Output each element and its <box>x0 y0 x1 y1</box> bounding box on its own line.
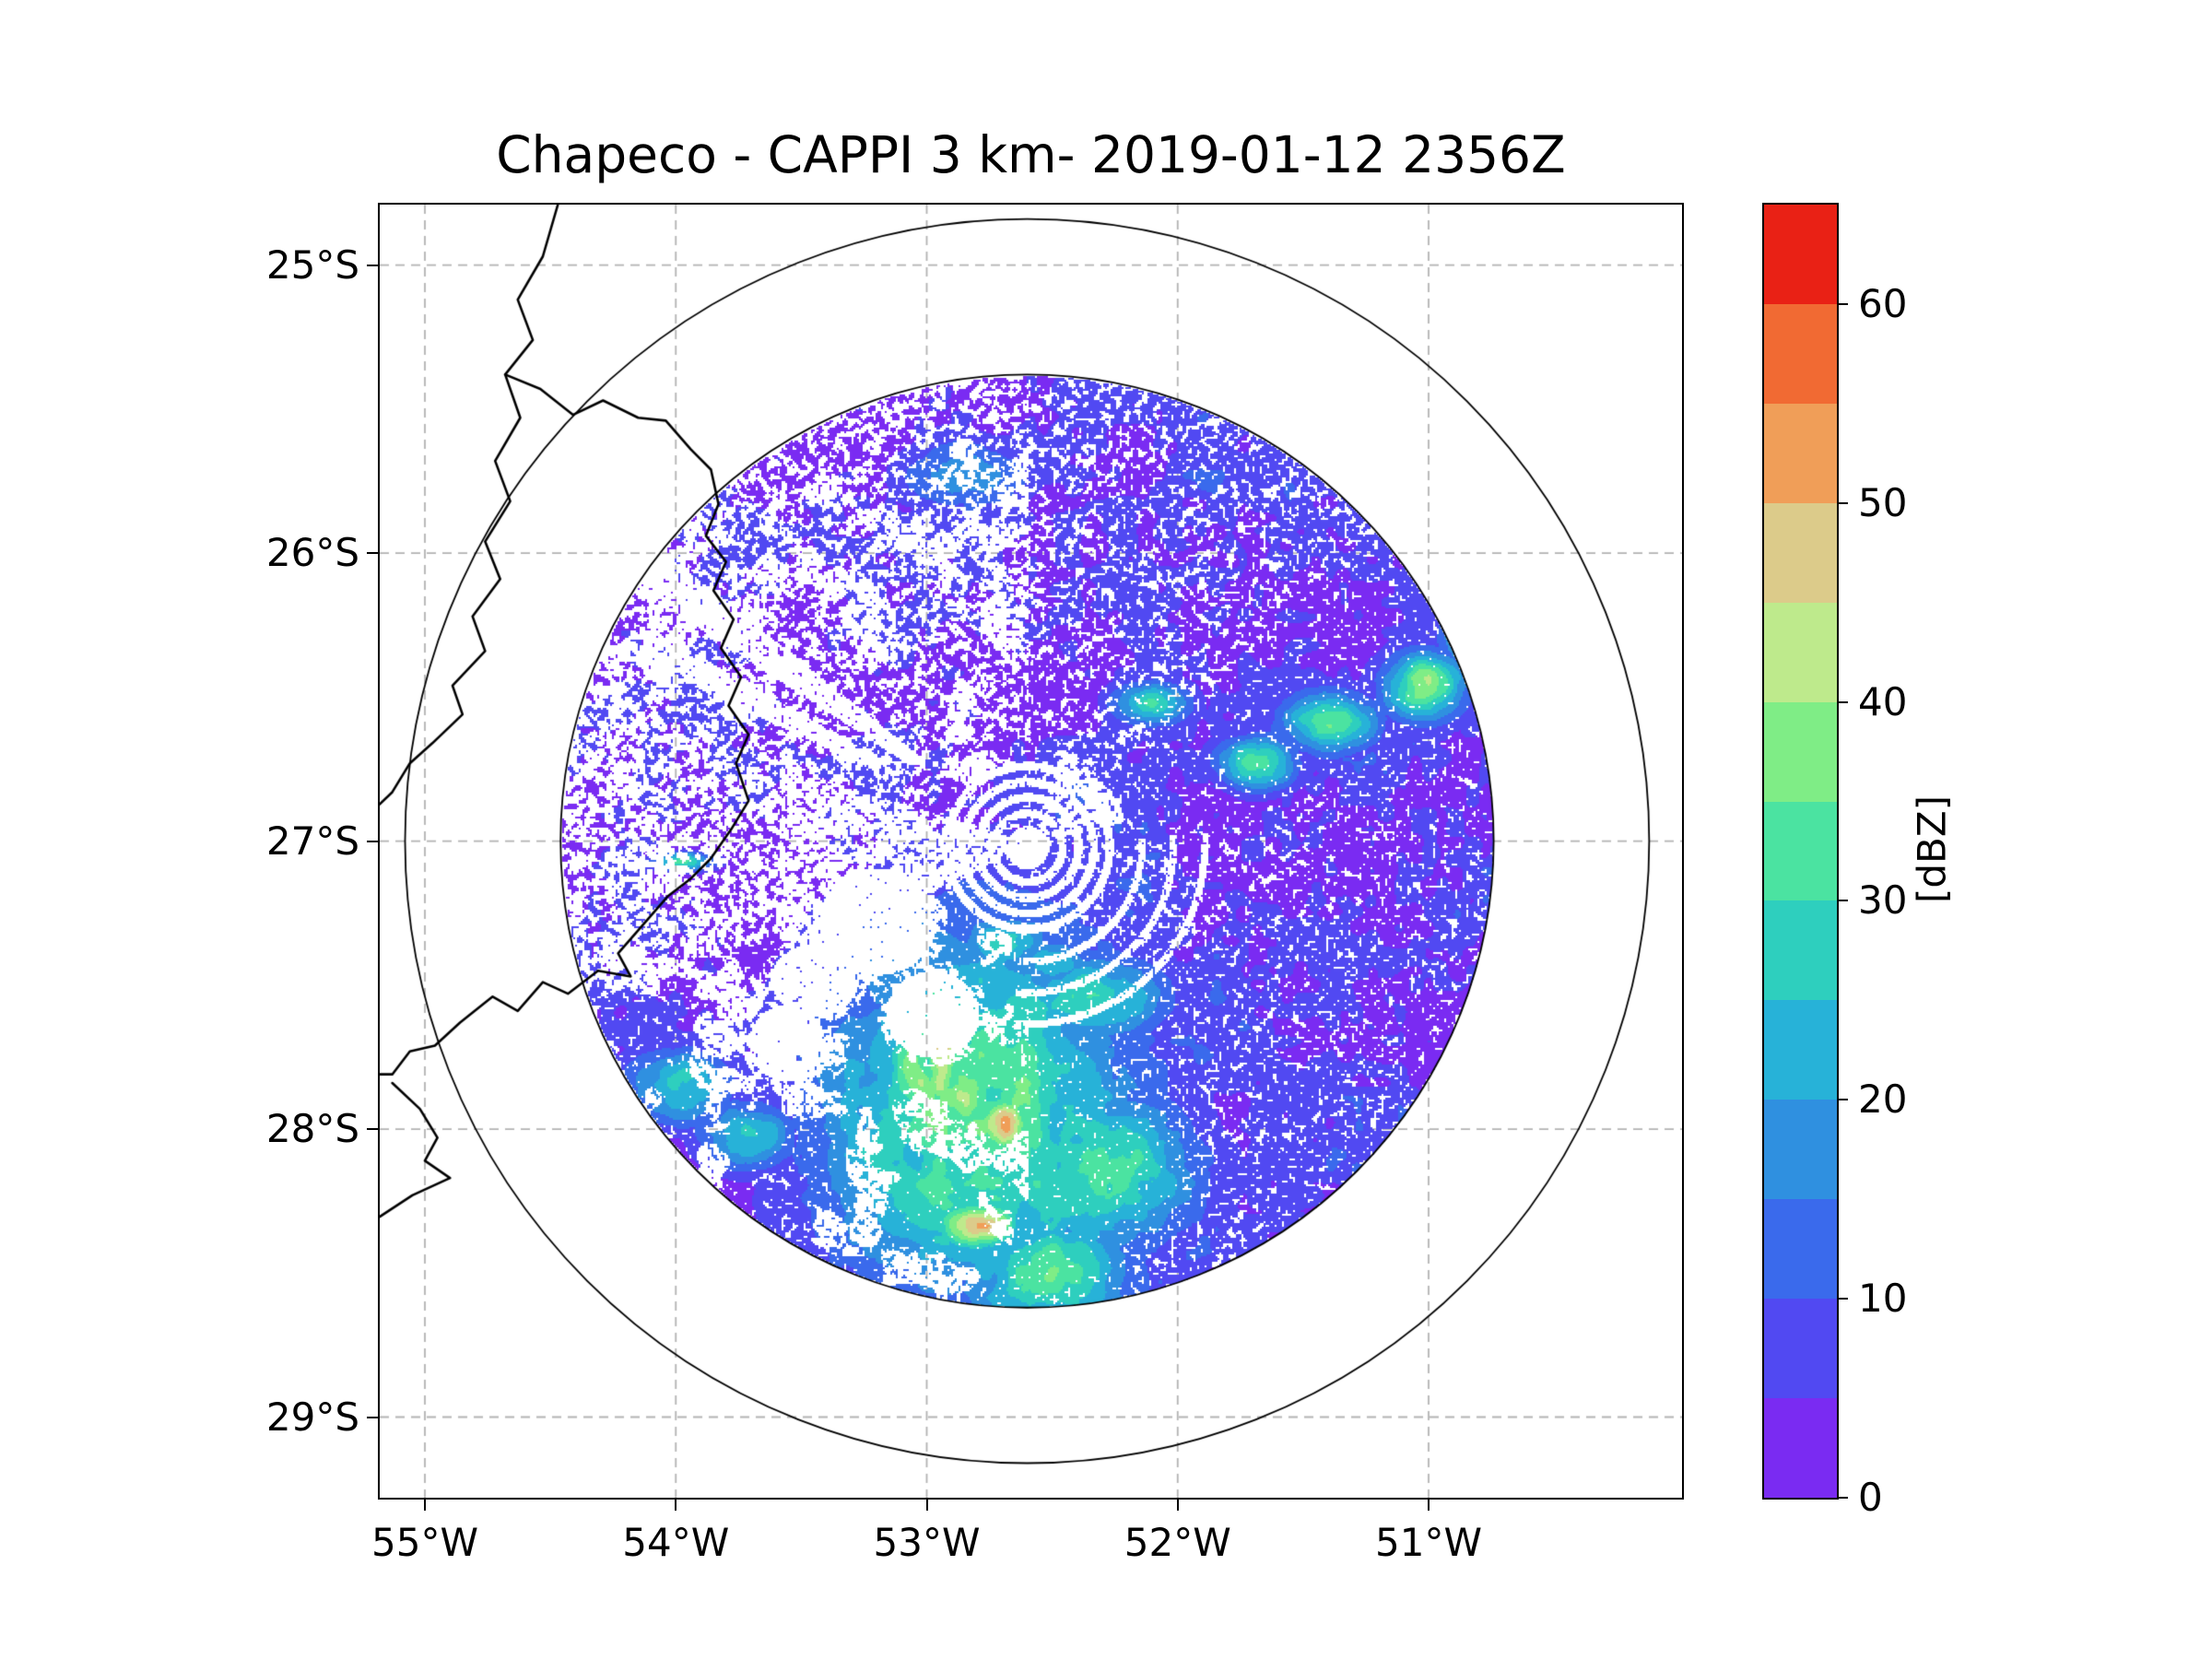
colorbar-tickmark <box>1837 501 1848 504</box>
radar-map-canvas <box>380 205 1682 1498</box>
y-tickmark <box>367 264 378 266</box>
colorbar-segment-5-10dbz <box>1764 1299 1837 1399</box>
colorbar-tickmark <box>1837 900 1848 902</box>
y-tick-label: 27°S <box>265 818 359 864</box>
colorbar-segment-60-65dbz <box>1764 205 1837 304</box>
x-tickmark <box>675 1500 677 1511</box>
colorbar-tickmark <box>1837 1497 1848 1499</box>
colorbar-tick-label: 50 <box>1858 479 1908 525</box>
colorbar-segment-30-35dbz <box>1764 801 1837 901</box>
colorbar-tick-label: 30 <box>1858 877 1908 924</box>
x-tickmark <box>925 1500 928 1511</box>
plot-title: Chapeco - CAPPI 3 km- 2019-01-12 2356Z <box>496 125 1566 184</box>
x-tick-label: 53°W <box>873 1520 981 1565</box>
colorbar-tick-label: 60 <box>1858 280 1908 326</box>
colorbar-segment-50-55dbz <box>1764 403 1837 503</box>
colorbar-segment-35-40dbz <box>1764 701 1837 802</box>
colorbar-label: [dBZ] <box>1909 794 1955 904</box>
colorbar-segment-45-50dbz <box>1764 502 1837 603</box>
colorbar-tickmark <box>1837 302 1848 305</box>
y-tickmark <box>367 840 378 842</box>
y-tick-label: 25°S <box>265 241 359 288</box>
colorbar-tick-label: 20 <box>1858 1077 1908 1123</box>
colorbar-tickmark <box>1837 1099 1848 1101</box>
colorbar-tickmark <box>1837 1298 1848 1300</box>
plot-area <box>378 203 1684 1500</box>
y-tickmark <box>367 1128 378 1131</box>
x-tickmark <box>1176 1500 1179 1511</box>
x-tick-label: 52°W <box>1124 1520 1231 1565</box>
y-tick-label: 29°S <box>265 1394 359 1440</box>
colorbar-segment-25-30dbz <box>1764 900 1837 1001</box>
colorbar-segment-10-15dbz <box>1764 1199 1837 1300</box>
colorbar-tick-label: 0 <box>1858 1475 1883 1520</box>
y-tick-label: 26°S <box>265 530 359 576</box>
colorbar <box>1762 203 1839 1500</box>
y-tick-label: 28°S <box>265 1106 359 1152</box>
colorbar-tick-label: 40 <box>1858 678 1908 724</box>
x-tickmark <box>1428 1500 1430 1511</box>
y-tickmark <box>367 1416 378 1418</box>
colorbar-segment-15-20dbz <box>1764 1100 1837 1200</box>
y-tickmark <box>367 552 378 555</box>
colorbar-segment-20-25dbz <box>1764 1000 1837 1100</box>
colorbar-segment-55-60dbz <box>1764 303 1837 404</box>
x-tickmark <box>424 1500 426 1511</box>
colorbar-tickmark <box>1837 700 1848 703</box>
colorbar-segment-40-45dbz <box>1764 602 1837 702</box>
colorbar-tick-label: 10 <box>1858 1276 1908 1322</box>
x-tick-label: 54°W <box>622 1520 730 1565</box>
x-tick-label: 55°W <box>371 1520 478 1565</box>
x-tick-label: 51°W <box>1375 1520 1482 1565</box>
colorbar-segment-0-5dbz <box>1764 1398 1837 1498</box>
